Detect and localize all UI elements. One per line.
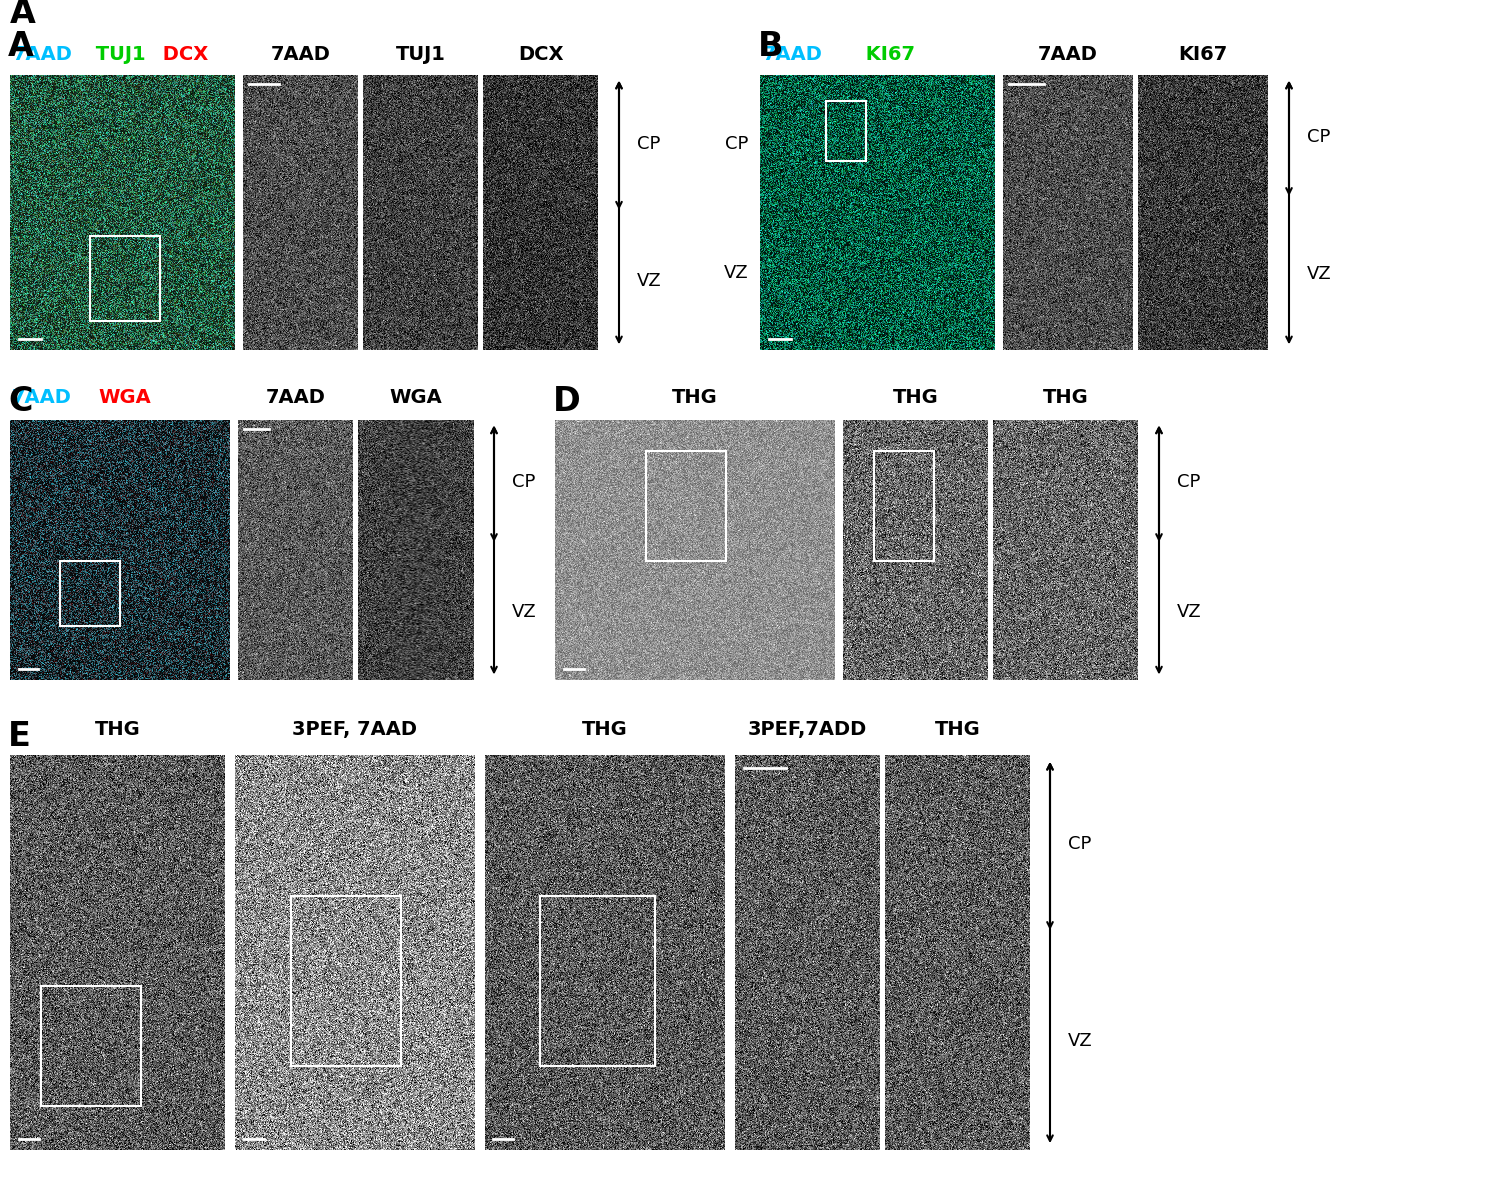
Text: CP: CP (1068, 834, 1092, 853)
Text: KI67: KI67 (1179, 45, 1227, 64)
Text: TUJ1: TUJ1 (396, 45, 445, 64)
Bar (540, 896, 656, 1065)
Bar (90, 235, 160, 320)
Text: E: E (8, 720, 32, 753)
Text: CP: CP (1306, 128, 1330, 146)
Text: 3PEF,7ADD: 3PEF,7ADD (748, 720, 867, 739)
Text: D: D (554, 385, 580, 418)
Text: A: A (8, 29, 34, 64)
Text: 7AAD: 7AAD (1038, 45, 1098, 64)
Text: THG: THG (934, 720, 981, 739)
Bar (60, 560, 120, 625)
Text: CP: CP (724, 134, 748, 153)
Text: 3PEF, 7AAD: 3PEF, 7AAD (292, 720, 417, 739)
Bar (825, 100, 866, 160)
Text: THG: THG (672, 388, 718, 407)
Text: VZ: VZ (724, 264, 748, 282)
Text: 7AAD: 7AAD (762, 45, 822, 64)
Text: 7AAD: 7AAD (270, 45, 330, 64)
Bar (40, 985, 141, 1105)
Text: THG: THG (94, 720, 141, 739)
Text: 7AAD: 7AAD (12, 45, 72, 64)
Text: DCX: DCX (518, 45, 564, 64)
Text: VZ: VZ (1068, 1032, 1092, 1050)
Text: THG: THG (892, 388, 939, 407)
Text: WGA: WGA (388, 388, 442, 407)
Text: WGA: WGA (98, 388, 150, 407)
Text: TUJ1: TUJ1 (88, 45, 146, 64)
Text: DCX: DCX (156, 45, 209, 64)
Text: 7AAD: 7AAD (266, 388, 326, 407)
Text: THG: THG (1042, 388, 1089, 407)
Text: C: C (8, 385, 33, 418)
Text: CP: CP (1178, 473, 1200, 492)
Bar (645, 451, 726, 560)
Text: CP: CP (512, 473, 536, 492)
Text: KI67: KI67 (858, 45, 915, 64)
Text: VZ: VZ (638, 272, 662, 291)
Text: VZ: VZ (1306, 265, 1332, 284)
Text: VZ: VZ (512, 604, 537, 621)
Bar (291, 896, 400, 1065)
Text: A: A (10, 0, 36, 29)
Text: CP: CP (638, 134, 660, 153)
Text: VZ: VZ (1178, 604, 1202, 621)
Bar (873, 451, 933, 560)
Text: THG: THG (582, 720, 628, 739)
Text: 7AAD: 7AAD (12, 388, 72, 407)
Text: B: B (758, 29, 783, 64)
